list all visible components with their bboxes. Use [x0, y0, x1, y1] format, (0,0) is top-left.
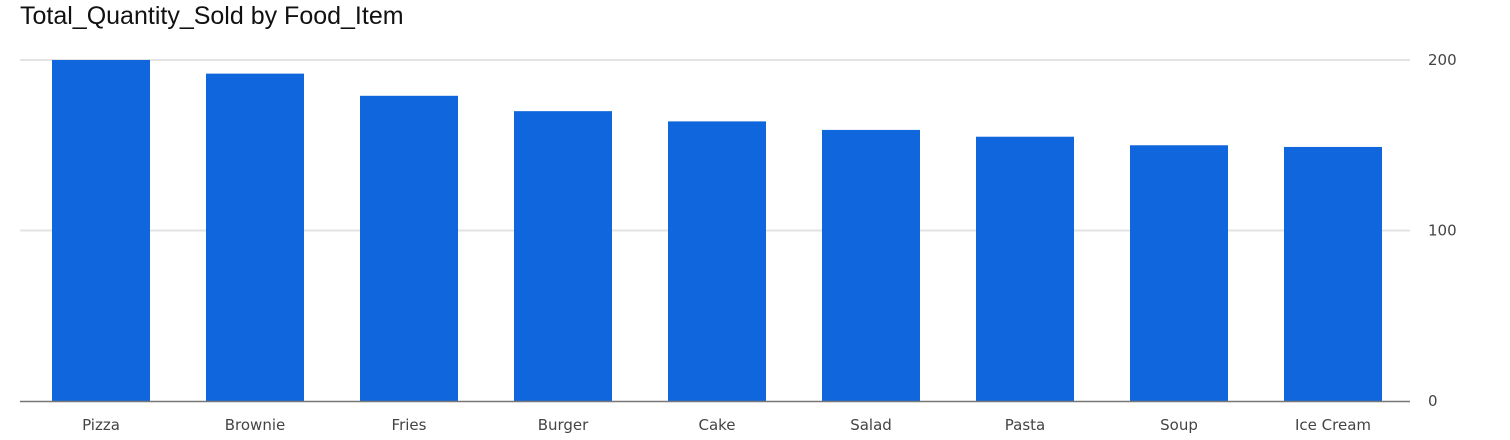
- bar-burger[interactable]: [514, 111, 612, 402]
- bar-salad[interactable]: [822, 129, 920, 401]
- bar-ice-cream[interactable]: [1284, 146, 1382, 401]
- x-tick-label: Salad: [850, 416, 892, 434]
- x-tick-label: Soup: [1160, 416, 1198, 434]
- bar-soup[interactable]: [1130, 145, 1228, 401]
- bar-brownie[interactable]: [206, 73, 304, 401]
- x-tick-label: Ice Cream: [1295, 416, 1371, 434]
- x-tick-label: Burger: [538, 416, 589, 434]
- bar-pasta[interactable]: [976, 136, 1074, 401]
- y-tick-label: 100: [1428, 222, 1457, 240]
- y-tick-label: 200: [1428, 51, 1457, 69]
- x-tick-label: Pizza: [82, 416, 120, 434]
- x-tick-label: Pasta: [1005, 416, 1045, 434]
- bar-pizza[interactable]: [52, 60, 150, 401]
- bar-cake[interactable]: [668, 121, 766, 401]
- x-tick-label: Brownie: [225, 416, 285, 434]
- chart-title: Total_Quantity_Sold by Food_Item: [20, 2, 404, 30]
- bar-fries[interactable]: [360, 95, 458, 402]
- x-tick-label: Fries: [392, 416, 427, 434]
- x-tick-label: Cake: [698, 416, 735, 434]
- y-tick-label: 0: [1428, 392, 1438, 410]
